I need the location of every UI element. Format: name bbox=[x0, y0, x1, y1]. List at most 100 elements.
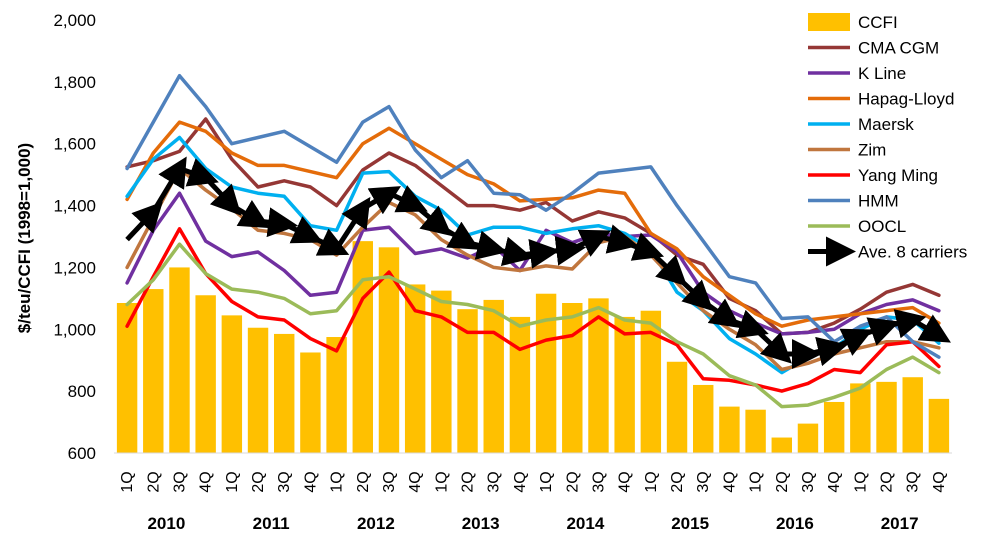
average-arrow-segment bbox=[413, 203, 453, 237]
bar bbox=[221, 315, 243, 453]
x-tick-label: 3Q bbox=[486, 471, 503, 492]
bar bbox=[745, 409, 766, 453]
bar bbox=[404, 284, 426, 453]
x-tick-label: 2Q bbox=[145, 471, 162, 492]
bar bbox=[116, 302, 138, 453]
year-label: 2017 bbox=[881, 514, 919, 533]
x-tick-label: 4Q bbox=[302, 471, 319, 492]
average-arrow-segment bbox=[125, 201, 163, 242]
x-tick-label: 3Q bbox=[695, 471, 712, 492]
x-tick-label: 3Q bbox=[800, 471, 817, 492]
average-arrow-segment bbox=[387, 185, 428, 213]
bar bbox=[457, 309, 478, 453]
average-arrow-segment bbox=[283, 216, 324, 244]
year-label: 2011 bbox=[253, 514, 290, 533]
x-tick-label: 2Q bbox=[879, 471, 896, 492]
x-tick-label: 4Q bbox=[198, 471, 215, 492]
x-tick-label: 4Q bbox=[512, 471, 529, 492]
y-tick-label: 1,400 bbox=[53, 197, 96, 216]
legend-label: Ave. 8 carriers bbox=[858, 243, 967, 262]
legend-label: CCFI bbox=[858, 13, 898, 32]
average-arrow-segment bbox=[361, 186, 402, 215]
average-arrow-segment bbox=[885, 309, 927, 339]
bar bbox=[143, 289, 164, 453]
legend-label: K Line bbox=[858, 64, 906, 83]
bar bbox=[378, 247, 400, 453]
x-tick-label: 1Q bbox=[119, 471, 136, 492]
average-series bbox=[125, 156, 951, 370]
average-arrow-segment bbox=[440, 221, 480, 250]
x-tick-label: 3Q bbox=[905, 471, 922, 492]
average-arrow-segment bbox=[701, 298, 741, 329]
average-arrow-segment bbox=[545, 235, 587, 266]
bar bbox=[614, 316, 635, 453]
bar bbox=[797, 423, 819, 453]
year-label: 2014 bbox=[566, 514, 604, 533]
y-tick-label: 1,200 bbox=[53, 258, 96, 277]
average-arrow-segment bbox=[571, 229, 612, 257]
x-tick-label: 4Q bbox=[931, 471, 948, 492]
x-tick-label: 1Q bbox=[643, 471, 660, 492]
y-tick-label: 600 bbox=[68, 444, 96, 463]
x-tick-label: 2Q bbox=[669, 471, 686, 492]
average-arrow-segment bbox=[675, 274, 714, 312]
x-axis: 1Q 2Q 3Q 4Q 1Q 2Q 3Q 4Q 1Q 2Q 3Q 4Q 1Q 2Q 3Q 4Q 1Q 2Q 3Q 4Q… bbox=[114, 452, 952, 533]
year-label: 2016 bbox=[776, 514, 814, 533]
bar bbox=[535, 293, 557, 453]
x-tick-label: 4Q bbox=[721, 471, 738, 492]
bar bbox=[352, 241, 373, 453]
x-tick-label: 2Q bbox=[250, 471, 267, 492]
legend-label: CMA CGM bbox=[858, 39, 939, 58]
bar bbox=[483, 299, 504, 453]
average-arrow-segment bbox=[597, 224, 639, 254]
bar bbox=[693, 384, 714, 453]
x-tick-label: 2Q bbox=[564, 471, 581, 492]
line-hapag-lloyd bbox=[125, 120, 941, 328]
year-label: 2013 bbox=[462, 514, 500, 533]
x-tick-label: 3Q bbox=[381, 471, 398, 492]
line-oocl bbox=[125, 242, 941, 409]
bar bbox=[902, 377, 923, 453]
x-tick-label: 1Q bbox=[748, 471, 765, 492]
y-tick-label: 1,600 bbox=[53, 135, 96, 154]
legend-label: OOCL bbox=[858, 217, 906, 236]
bar bbox=[928, 398, 950, 453]
x-tick-label: 2Q bbox=[355, 471, 372, 492]
legend-swatch-bar bbox=[808, 13, 850, 31]
x-tick-label: 2Q bbox=[774, 471, 791, 492]
y-tick-label: 1,800 bbox=[53, 73, 96, 92]
x-tick-label: 4Q bbox=[826, 471, 843, 492]
average-arrow-segment bbox=[753, 327, 792, 364]
average-arrow-segment bbox=[859, 317, 900, 346]
y-tick-label: 2,000 bbox=[53, 11, 96, 30]
average-arrow-segment bbox=[466, 230, 508, 260]
x-tick-label: 1Q bbox=[852, 471, 869, 492]
y-axis: 600 800 1,000 1,200 1,400 1,600 1,800 2,000 bbox=[53, 11, 96, 463]
year-label: 2010 bbox=[147, 514, 185, 533]
bar-series-ccfi bbox=[116, 241, 950, 453]
x-tick-label: 3Q bbox=[171, 471, 188, 492]
bar bbox=[247, 327, 269, 453]
bar bbox=[169, 267, 190, 453]
bar bbox=[326, 337, 347, 453]
average-arrow-segment bbox=[493, 236, 534, 266]
bar bbox=[431, 290, 452, 453]
bar bbox=[195, 295, 216, 453]
year-label: 2012 bbox=[357, 514, 395, 533]
x-tick-label: 1Q bbox=[329, 471, 346, 492]
bar bbox=[823, 401, 845, 453]
x-tick-label: 3Q bbox=[276, 471, 293, 492]
average-arrow-segment bbox=[623, 232, 665, 261]
average-arrow-segment bbox=[203, 176, 242, 216]
legend-label: Zim bbox=[858, 141, 886, 160]
legend-label: Yang Ming bbox=[858, 166, 938, 185]
bar bbox=[274, 333, 295, 453]
average-arrow-segment bbox=[807, 336, 848, 367]
x-tick-label: 3Q bbox=[590, 471, 607, 492]
legend: CCFI CMA CGM K Line Hapag-Lloyd Maersk Zim Yan… bbox=[808, 13, 967, 267]
average-arrow-segment bbox=[178, 158, 219, 187]
average-arrow-segment bbox=[257, 207, 299, 238]
average-arrow-segment bbox=[728, 309, 769, 339]
x-tick-label: 1Q bbox=[538, 471, 555, 492]
